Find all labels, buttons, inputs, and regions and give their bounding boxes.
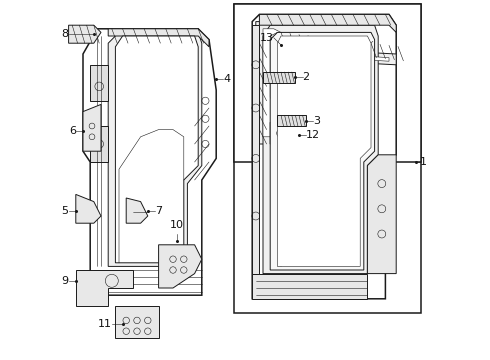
Polygon shape bbox=[270, 32, 374, 270]
Text: 7: 7 bbox=[155, 206, 162, 216]
Polygon shape bbox=[108, 29, 209, 47]
Polygon shape bbox=[116, 36, 198, 263]
Polygon shape bbox=[76, 194, 101, 223]
Polygon shape bbox=[252, 14, 396, 299]
Polygon shape bbox=[126, 198, 148, 223]
Polygon shape bbox=[256, 22, 396, 144]
Polygon shape bbox=[159, 245, 202, 288]
Text: 5: 5 bbox=[62, 206, 69, 216]
Text: 11: 11 bbox=[98, 319, 112, 329]
Text: 1: 1 bbox=[419, 157, 427, 167]
Text: 13: 13 bbox=[260, 33, 274, 43]
Polygon shape bbox=[252, 274, 368, 299]
Polygon shape bbox=[83, 29, 216, 295]
Polygon shape bbox=[368, 155, 396, 274]
Text: 9: 9 bbox=[61, 276, 69, 286]
Bar bbox=[234, 4, 421, 162]
Polygon shape bbox=[277, 115, 306, 126]
Text: 8: 8 bbox=[61, 29, 69, 39]
Polygon shape bbox=[116, 306, 159, 338]
Text: 4: 4 bbox=[223, 74, 230, 84]
Polygon shape bbox=[90, 65, 108, 101]
Polygon shape bbox=[76, 270, 133, 306]
Polygon shape bbox=[90, 126, 108, 162]
Polygon shape bbox=[108, 32, 202, 266]
Polygon shape bbox=[270, 122, 310, 144]
Text: 3: 3 bbox=[314, 116, 320, 126]
Polygon shape bbox=[263, 72, 295, 83]
Bar bbox=[234, 4, 421, 313]
Polygon shape bbox=[277, 36, 371, 266]
Polygon shape bbox=[263, 25, 378, 274]
Polygon shape bbox=[69, 25, 101, 43]
Text: 12: 12 bbox=[306, 130, 320, 140]
Polygon shape bbox=[263, 29, 389, 137]
Text: 10: 10 bbox=[170, 220, 184, 230]
Polygon shape bbox=[83, 104, 101, 151]
Text: 6: 6 bbox=[69, 126, 76, 136]
Polygon shape bbox=[259, 14, 396, 32]
Polygon shape bbox=[252, 25, 259, 274]
Text: 2: 2 bbox=[303, 72, 310, 82]
